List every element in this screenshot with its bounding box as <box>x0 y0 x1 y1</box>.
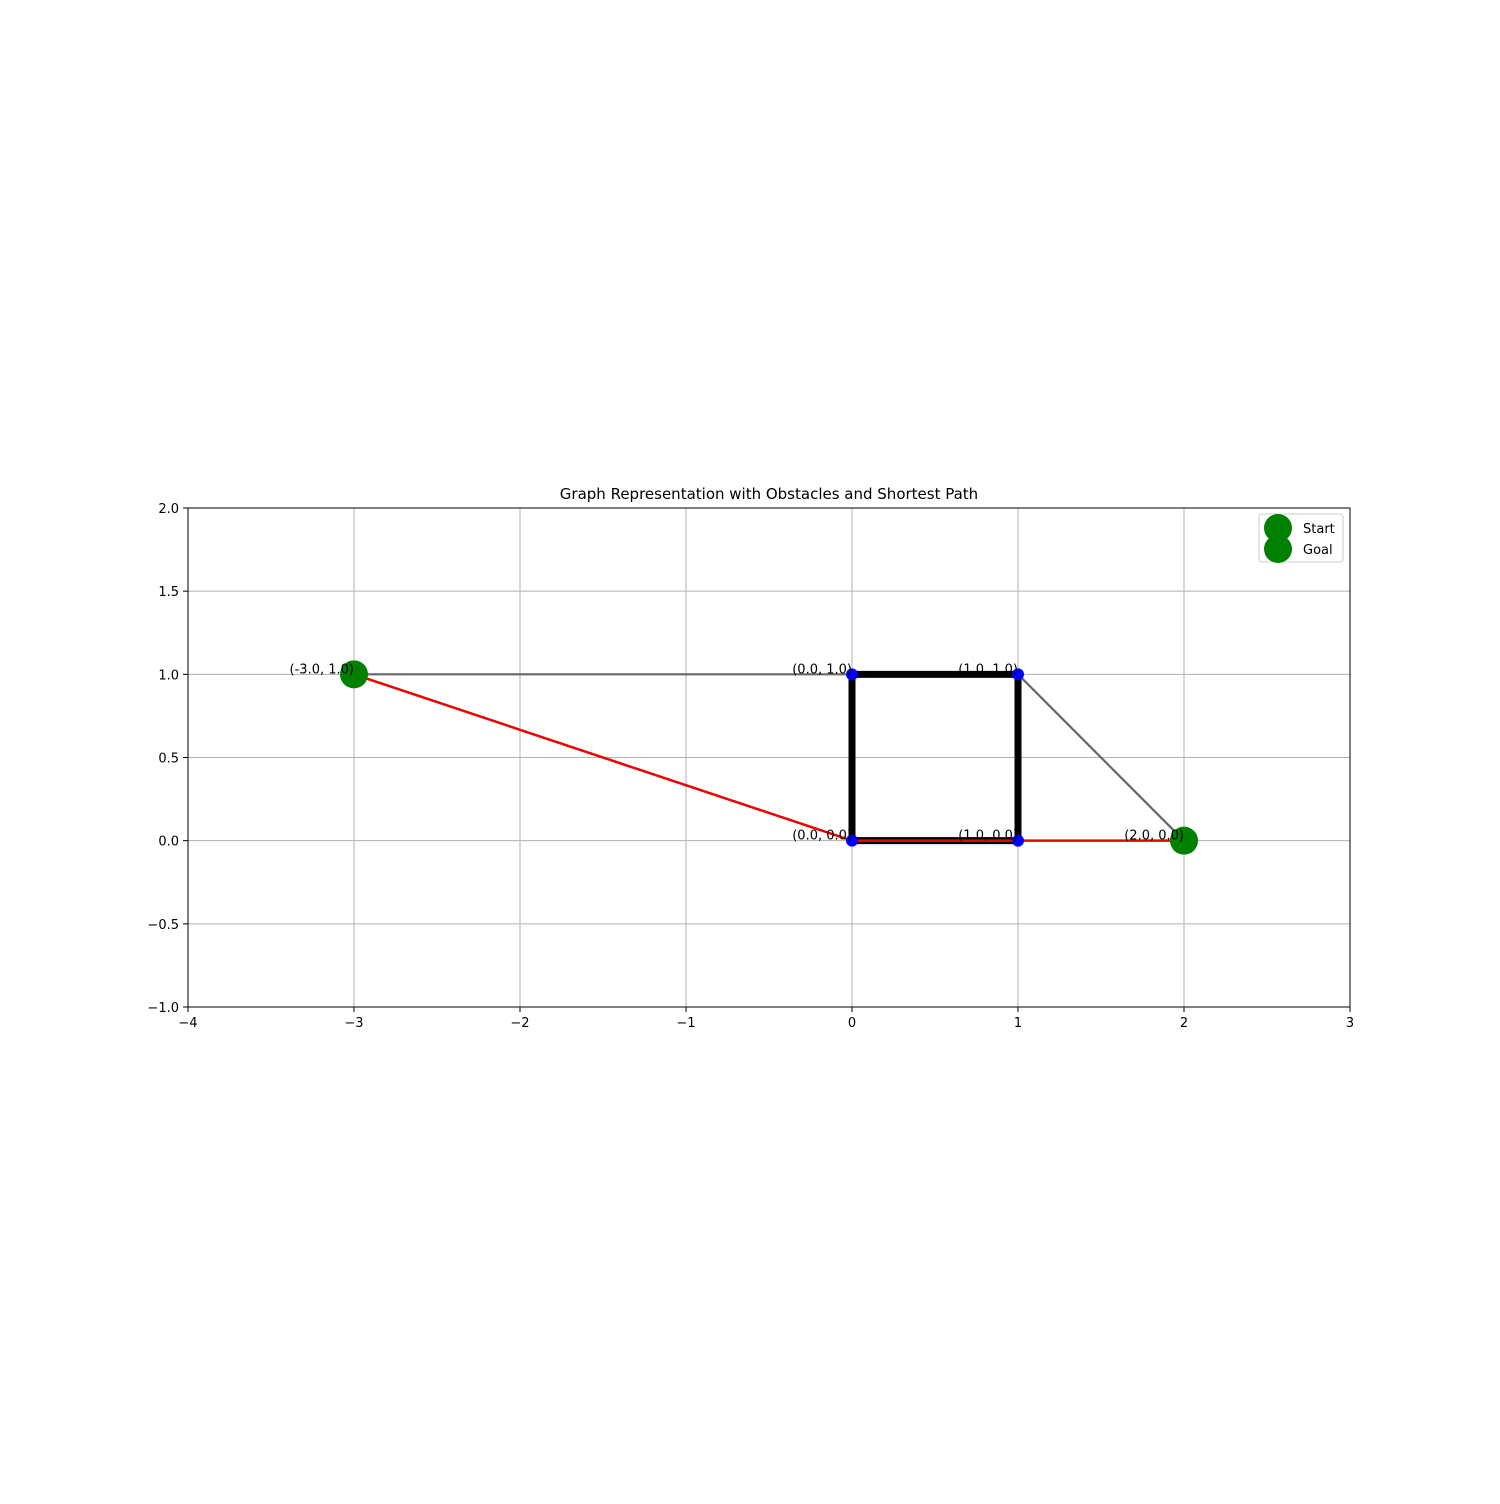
y-tick-label: 0.0 <box>158 835 179 850</box>
y-tick-label: 2.0 <box>158 502 179 517</box>
legend-marker <box>1264 535 1292 563</box>
node-labels: (-3.0, 1.0) (0.0, 1.0) (1.0, 1.0) (0.0, 0.0… <box>290 662 1184 843</box>
start-goal-markers <box>340 660 1198 855</box>
node-label: (0.0, 0.0) <box>792 829 852 844</box>
shortest-path-line <box>353 673 1184 842</box>
x-tick-label: −4 <box>178 1016 197 1031</box>
y-tick-label: −0.5 <box>147 918 179 933</box>
graph-node <box>846 834 858 847</box>
graph-node <box>1012 668 1024 681</box>
x-tick-label: −3 <box>344 1016 363 1031</box>
legend-label: Goal <box>1303 543 1333 558</box>
x-tick-label: −2 <box>510 1016 529 1031</box>
axis-ticks: −4 −3 −2 −1 0 1 2 3 −1.0 −0.5 0.0 0.5 1.0 1.5 2.0 <box>147 502 1354 1031</box>
y-tick-label: −1.0 <box>147 1001 179 1016</box>
x-tick-label: −1 <box>676 1016 695 1031</box>
y-tick-label: 1.5 <box>158 585 179 600</box>
x-tick-label: 2 <box>1180 1016 1188 1031</box>
node-label: (0.0, 1.0) <box>792 662 852 677</box>
node-label: (-3.0, 1.0) <box>290 662 354 677</box>
node-label: (2.0, 0.0) <box>1124 829 1184 844</box>
x-tick-label: 3 <box>1346 1016 1354 1031</box>
grid <box>187 507 1351 1008</box>
node-label: (1.0, 0.0) <box>958 829 1018 844</box>
y-tick-label: 1.0 <box>158 668 179 683</box>
x-tick-label: 1 <box>1014 1016 1022 1031</box>
node-label: (1.0, 1.0) <box>958 662 1018 677</box>
legend-marker <box>1264 514 1292 542</box>
legend: Start Goal <box>1258 513 1344 563</box>
legend-label: Start <box>1303 522 1335 537</box>
goal-marker <box>1170 826 1198 855</box>
graph-node <box>846 668 858 681</box>
start-marker <box>340 660 368 689</box>
graph-node <box>1012 834 1024 847</box>
y-tick-label: 0.5 <box>158 752 179 767</box>
chart-title: Graph Representation with Obstacles and … <box>560 485 978 503</box>
x-tick-label: 0 <box>848 1016 856 1031</box>
graph-edge <box>1017 673 1185 842</box>
shortest-path <box>353 673 1184 842</box>
